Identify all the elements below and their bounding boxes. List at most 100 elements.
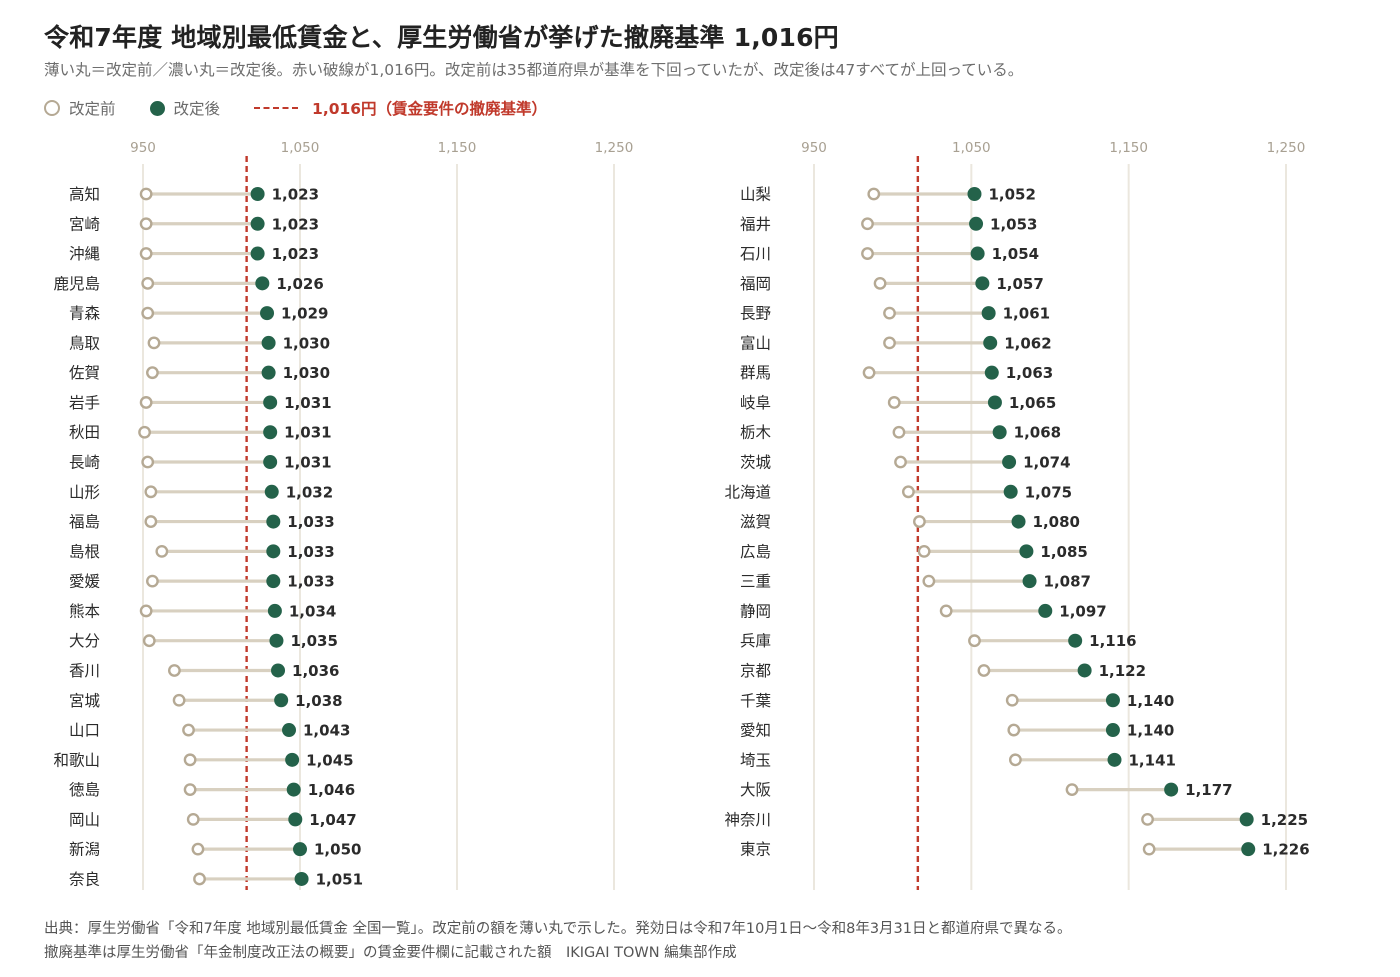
before-point <box>861 247 874 260</box>
before-point <box>1142 842 1156 856</box>
prefecture-label: 鹿児島 <box>53 275 100 293</box>
after-point <box>1003 484 1018 499</box>
prefecture-label: 長野 <box>740 305 772 323</box>
after-point <box>975 276 990 291</box>
chart-row: 兵庫 1,116 <box>740 632 1137 650</box>
chart-row: 島根 1,033 <box>69 543 335 561</box>
after-value-label: 1,122 <box>1099 662 1146 680</box>
before-point <box>144 515 158 528</box>
before-point <box>892 425 906 439</box>
x-tick-label: 1,250 <box>1267 140 1306 156</box>
after-value-label: 1,026 <box>276 275 323 293</box>
after-value-label: 1,087 <box>1044 573 1091 591</box>
chart-row: 新潟 1,050 <box>69 841 361 859</box>
before-point <box>862 366 876 380</box>
chart-row: 山梨 1,052 <box>740 186 1036 204</box>
chart-row: 青森 1,029 <box>69 305 328 323</box>
chart-row: 鹿児島 1,026 <box>53 275 323 293</box>
chart-row: 千葉 1,140 <box>740 692 1174 710</box>
after-value-label: 1,068 <box>1014 424 1061 442</box>
prefecture-label: 神奈川 <box>724 811 771 829</box>
after-point <box>266 574 281 589</box>
chart-row: 広島 1,085 <box>740 543 1088 561</box>
before-point <box>902 485 915 499</box>
after-value-label: 1,032 <box>286 483 333 501</box>
prefecture-label: 大分 <box>69 632 100 650</box>
after-point <box>263 395 278 410</box>
after-point <box>987 395 1002 410</box>
chart-row: 岩手 1,031 <box>69 394 332 412</box>
after-point <box>1239 812 1254 827</box>
after-value-label: 1,225 <box>1261 811 1308 829</box>
after-point <box>992 425 1007 440</box>
chart-panel-1: 950 1,050 1,150 1,250 高知 1,023 宮崎 1,023 沖縄 1,023 鹿… <box>53 140 633 890</box>
prefecture-label: 香川 <box>69 662 100 680</box>
before-point <box>146 366 159 380</box>
chart-row: 長野 1,061 <box>740 305 1050 323</box>
prefecture-label: 宮崎 <box>69 215 100 233</box>
prefecture-label: 滋賀 <box>740 513 771 531</box>
chart-row: 栃木 1,068 <box>740 424 1061 442</box>
page-subtitle: 薄い丸＝改定前／濃い丸＝改定後。赤い破線が1,016円。改定前は35都道府県が基… <box>44 61 1024 79</box>
after-value-label: 1,033 <box>287 573 334 591</box>
after-value-label: 1,031 <box>284 394 331 412</box>
filled-circle-icon <box>149 100 165 116</box>
after-point <box>984 365 999 380</box>
after-point <box>969 216 984 231</box>
prefecture-label: 千葉 <box>740 692 772 710</box>
prefecture-label: 熊本 <box>69 602 100 620</box>
before-point <box>191 842 205 856</box>
prefecture-label: 静岡 <box>740 602 771 620</box>
before-point <box>139 247 153 260</box>
after-point <box>269 633 284 648</box>
before-point <box>183 783 197 796</box>
after-value-label: 1,141 <box>1129 751 1176 769</box>
after-value-label: 1,033 <box>287 543 334 561</box>
chart-row: 福岡 1,057 <box>740 275 1044 293</box>
before-point <box>968 634 981 648</box>
legend-before-label: 改定前 <box>69 100 116 118</box>
after-point <box>274 693 289 708</box>
chart-row: 岡山 1,047 <box>69 811 357 829</box>
after-value-label: 1,023 <box>272 215 319 233</box>
before-point <box>141 455 155 469</box>
before-point <box>139 604 153 618</box>
after-point <box>260 306 275 321</box>
before-point <box>138 425 151 439</box>
prefecture-label: 高知 <box>69 186 100 204</box>
after-point <box>266 544 281 559</box>
before-point <box>883 306 896 320</box>
after-point <box>1241 842 1256 857</box>
before-point <box>139 187 153 201</box>
prefecture-label: 和歌山 <box>53 751 100 769</box>
chart-row: 石川 1,054 <box>740 245 1039 263</box>
chart-row: 群馬 1,063 <box>740 364 1053 382</box>
after-point <box>1011 514 1026 529</box>
prefecture-label: 長崎 <box>69 454 100 472</box>
after-value-label: 1,031 <box>284 454 331 472</box>
prefecture-label: 群馬 <box>740 364 771 382</box>
before-point <box>873 276 887 290</box>
after-value-label: 1,047 <box>309 811 356 829</box>
before-point <box>883 336 896 350</box>
prefecture-label: 三重 <box>740 573 771 591</box>
after-point <box>250 187 265 201</box>
after-value-label: 1,043 <box>303 722 350 740</box>
after-value-label: 1,033 <box>287 513 334 531</box>
after-point <box>263 425 278 440</box>
after-point <box>288 812 303 827</box>
chart-row: 熊本 1,034 <box>69 602 336 620</box>
before-point <box>144 485 158 499</box>
chart-row: 三重 1,087 <box>740 573 1091 591</box>
chart-row: 滋賀 1,080 <box>740 513 1080 531</box>
source-note: 出典：厚生労働省「令和7年度 地域別最低賃金 全国一覧」。改定前の額を薄い丸で示… <box>44 921 1072 937</box>
after-value-label: 1,116 <box>1089 632 1136 650</box>
legend-after-label: 改定後 <box>173 100 221 118</box>
after-point <box>282 723 297 738</box>
prefecture-label: 徳島 <box>69 781 100 799</box>
after-point <box>261 365 276 380</box>
before-point <box>186 812 200 826</box>
before-point <box>142 634 156 648</box>
before-point <box>922 574 936 588</box>
after-value-label: 1,140 <box>1127 722 1174 740</box>
